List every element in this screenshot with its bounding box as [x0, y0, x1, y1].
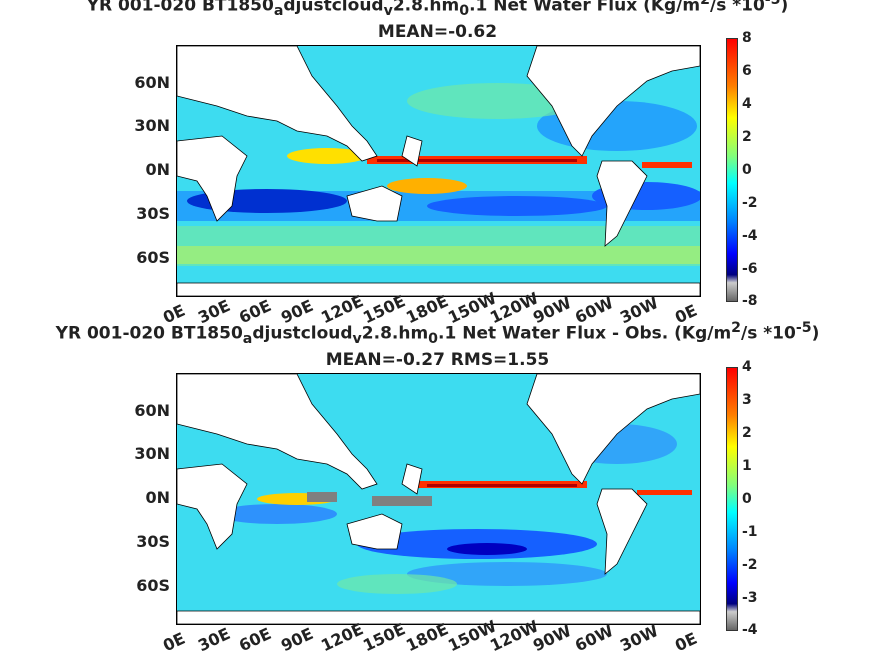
panel-stats: MEAN=-0.62	[377, 22, 498, 42]
lat-label: 30S	[136, 532, 170, 551]
lat-label: 0N	[145, 160, 170, 179]
colorbar-label: -2	[742, 195, 758, 211]
lat-label: 60N	[134, 401, 170, 420]
colorbar-label: 1	[742, 458, 752, 474]
colorbar-label: 2	[742, 129, 752, 145]
panel-stats: MEAN=-0.27 RMS=1.55	[325, 350, 550, 370]
lat-label: 30N	[134, 116, 170, 135]
panel-title: YR 001-020 BT1850adjustcloudv2.8.hm0.1 N…	[55, 320, 820, 348]
colorbar	[726, 367, 738, 631]
colorbar-label: 3	[742, 392, 752, 408]
colorbar-label: 4	[742, 359, 752, 375]
colorbar-label: 4	[742, 96, 752, 112]
lat-label: 30S	[136, 204, 170, 223]
panel-bottom: YR 001-020 BT1850adjustcloudv2.8.hm0.1 N…	[0, 320, 875, 656]
lat-label: 30N	[134, 444, 170, 463]
lat-label: 60N	[134, 73, 170, 92]
map-plot	[176, 45, 701, 297]
colorbar-label: -6	[742, 261, 758, 277]
colorbar-label: 6	[742, 63, 752, 79]
colorbar-label: -1	[742, 524, 758, 540]
colorbar-label: 2	[742, 425, 752, 441]
colorbar-label: -4	[742, 622, 758, 638]
colorbar-label: -8	[742, 293, 758, 309]
lat-label: 60S	[136, 248, 170, 267]
colorbar-label: -2	[742, 557, 758, 573]
lat-label: 0N	[145, 488, 170, 507]
map-plot	[176, 373, 701, 625]
colorbar-label: 0	[742, 491, 752, 507]
colorbar-label: -4	[742, 228, 758, 244]
colorbar-label: 8	[742, 30, 752, 46]
panel-title: YR 001-020 BT1850adjustcloudv2.8.hm0.1 N…	[86, 0, 789, 20]
panel-top: YR 001-020 BT1850adjustcloudv2.8.hm0.1 N…	[86, 0, 789, 309]
lat-label: 60S	[136, 576, 170, 595]
colorbar	[726, 38, 738, 302]
colorbar-label: 0	[742, 162, 752, 178]
colorbar-label: -3	[742, 590, 758, 606]
